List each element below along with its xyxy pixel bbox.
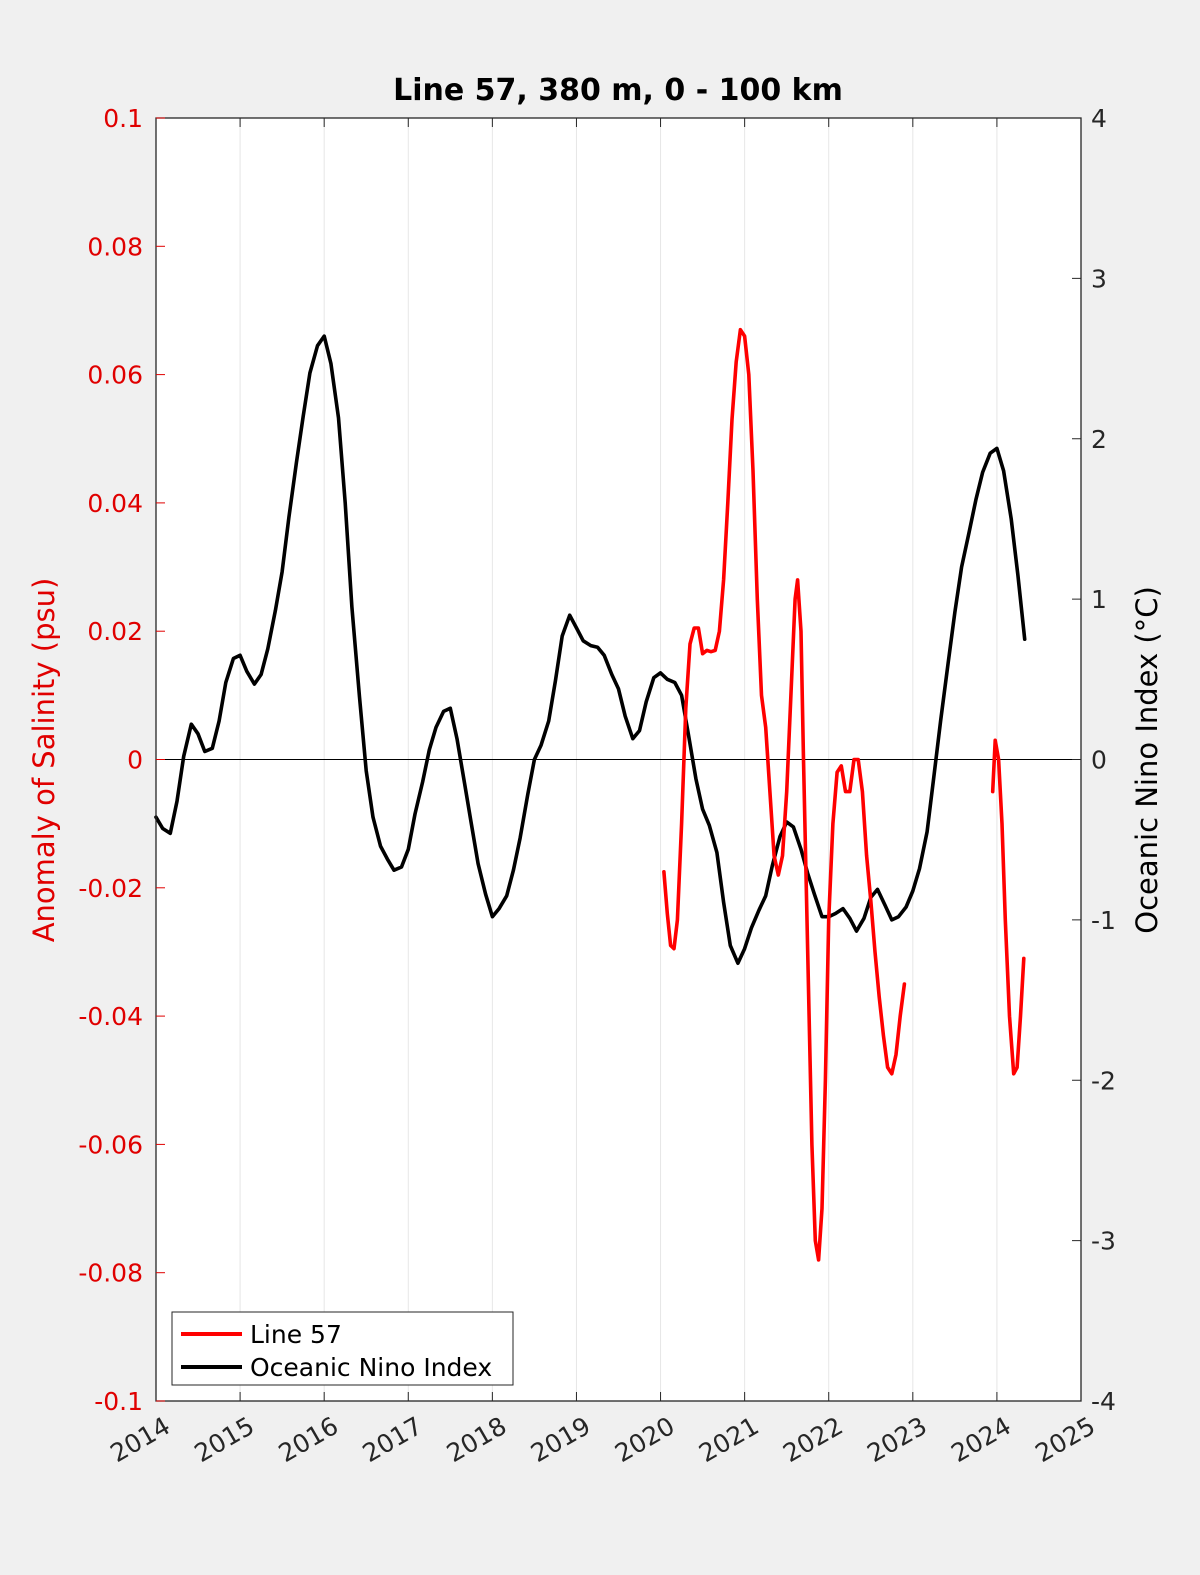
legend-label-oni: Oceanic Nino Index [250, 1353, 492, 1382]
left-tick-label: 0.08 [87, 232, 143, 261]
left-tick-label: 0.02 [87, 617, 143, 646]
x-tick-label: 2016 [274, 1411, 344, 1468]
x-tick-label: 2019 [526, 1411, 596, 1468]
x-tick-label: 2020 [610, 1411, 680, 1468]
series-layer [154, 327, 1027, 1262]
right-tick-label: 1 [1091, 585, 1107, 614]
right-tick-label: -4 [1091, 1387, 1116, 1416]
x-tick-label: 2018 [442, 1411, 512, 1468]
right-axis-label: Oceanic Nino Index (°C) [1130, 586, 1164, 934]
left-tick-label: -0.06 [78, 1130, 143, 1159]
left-tick-label: 0.1 [103, 104, 143, 133]
right-tick-label: -3 [1091, 1227, 1116, 1256]
x-tick-label: 2015 [189, 1411, 259, 1468]
left-tick-label: 0.06 [87, 361, 143, 390]
ticks: 2014 2015 2016 2017 2018 2019 2020 2021 2022 2023… [78, 104, 1116, 1468]
right-tick-label: -2 [1091, 1066, 1116, 1095]
right-tick-label: -1 [1091, 906, 1116, 935]
legend: Line 57 Oceanic Nino Index [171, 1311, 514, 1386]
left-tick-label: -0.08 [78, 1259, 143, 1288]
series-line-line-57-seg-0 [662, 327, 907, 1262]
legend-label-line-57: Line 57 [250, 1320, 342, 1349]
x-tick-label: 2017 [358, 1411, 428, 1468]
series-line-oceanic-nino-index-seg-0 [154, 334, 1027, 965]
right-tick-label: 4 [1091, 104, 1107, 133]
left-tick-label: 0 [127, 746, 143, 775]
left-tick-label: -0.04 [78, 1002, 143, 1031]
x-tick-label: 2014 [105, 1411, 175, 1468]
left-tick-label: -0.02 [78, 874, 143, 903]
x-tick-label: 2021 [694, 1411, 764, 1468]
series-line-line-57-seg-1 [990, 738, 1026, 1076]
left-tick-label: -0.1 [94, 1387, 143, 1416]
legend-box [171, 1311, 514, 1386]
right-tick-label: 0 [1091, 746, 1107, 775]
left-axis-label: Anomaly of Salinity (psu) [27, 578, 61, 943]
x-tick-label: 2024 [946, 1411, 1016, 1468]
x-tick-label: 2023 [862, 1411, 932, 1468]
left-tick-label: 0.04 [87, 489, 143, 518]
x-tick-label: 2025 [1030, 1411, 1100, 1468]
right-tick-label: 3 [1091, 264, 1107, 293]
chart-title: Line 57, 380 m, 0 - 100 km [393, 73, 843, 108]
right-tick-label: 2 [1091, 425, 1107, 454]
x-tick-label: 2022 [778, 1411, 848, 1468]
